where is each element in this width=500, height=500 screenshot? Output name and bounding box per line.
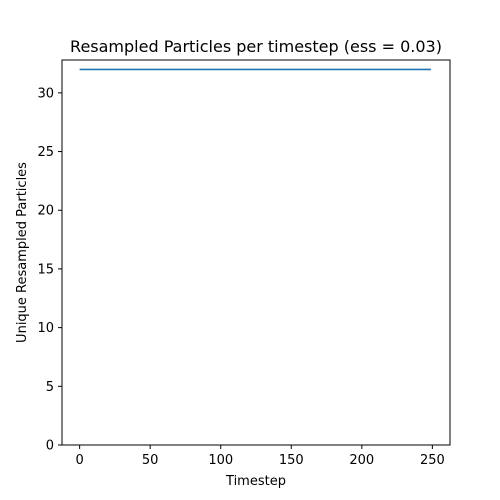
chart-title: Resampled Particles per timestep (ess = … <box>70 37 442 56</box>
y-tick-label: 5 <box>46 380 54 395</box>
y-axis-title: Unique Resampled Particles <box>15 162 30 343</box>
y-axis: 0 5 10 15 20 25 30 <box>37 86 62 454</box>
x-tick-label: 0 <box>75 453 83 468</box>
axes-frame <box>61 59 451 446</box>
y-tick-label: 30 <box>37 86 54 101</box>
x-tick-label: 150 <box>279 453 304 468</box>
y-tick-label: 0 <box>46 439 54 454</box>
x-tick-label: 50 <box>142 453 159 468</box>
x-axis-title: Timestep <box>225 474 286 489</box>
y-tick-label: 15 <box>37 262 54 277</box>
x-tick-label: 100 <box>208 453 233 468</box>
y-tick-label: 25 <box>37 145 54 160</box>
y-tick-label: 10 <box>37 321 54 336</box>
x-tick-label: 250 <box>420 453 445 468</box>
y-tick-label: 20 <box>37 204 54 219</box>
x-tick-label: 200 <box>349 453 374 468</box>
x-axis: 0 50 100 150 200 250 <box>75 445 445 468</box>
